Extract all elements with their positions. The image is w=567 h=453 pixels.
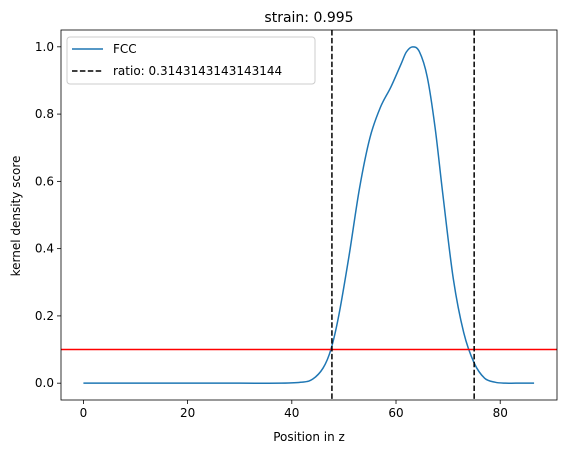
y-tick-label: 0.2 xyxy=(35,309,54,323)
chart-title: strain: 0.995 xyxy=(264,10,353,26)
legend-label-0: FCC xyxy=(113,42,137,56)
y-tick-label: 0.6 xyxy=(35,174,54,188)
plot-contents xyxy=(61,30,557,400)
y-axis-label: kernel density score xyxy=(9,156,23,277)
axes-frame xyxy=(60,29,558,401)
x-tick-label: 60 xyxy=(388,406,403,420)
x-tick-label: 80 xyxy=(493,406,508,420)
legend: FCC ratio: 0.3143143143143144 xyxy=(66,36,316,85)
y-tick-label: 0.8 xyxy=(35,107,54,121)
y-tick-label: 0.0 xyxy=(35,376,54,390)
plot-area: 0 20 40 60 80 0.0 0.2 0.4 0.6 0.8 1.0 xyxy=(35,29,558,420)
y-tick-label: 1.0 xyxy=(35,40,54,54)
x-tick-label: 20 xyxy=(180,406,195,420)
legend-box xyxy=(66,36,316,85)
y-tick-label: 0.4 xyxy=(35,242,54,256)
series-line-0 xyxy=(83,46,535,385)
x-tick-label: 0 xyxy=(80,406,88,420)
x-axis-label: Position in z xyxy=(273,430,345,444)
x-tick-label: 40 xyxy=(284,406,299,420)
legend-label-1: ratio: 0.3143143143143144 xyxy=(113,64,282,78)
